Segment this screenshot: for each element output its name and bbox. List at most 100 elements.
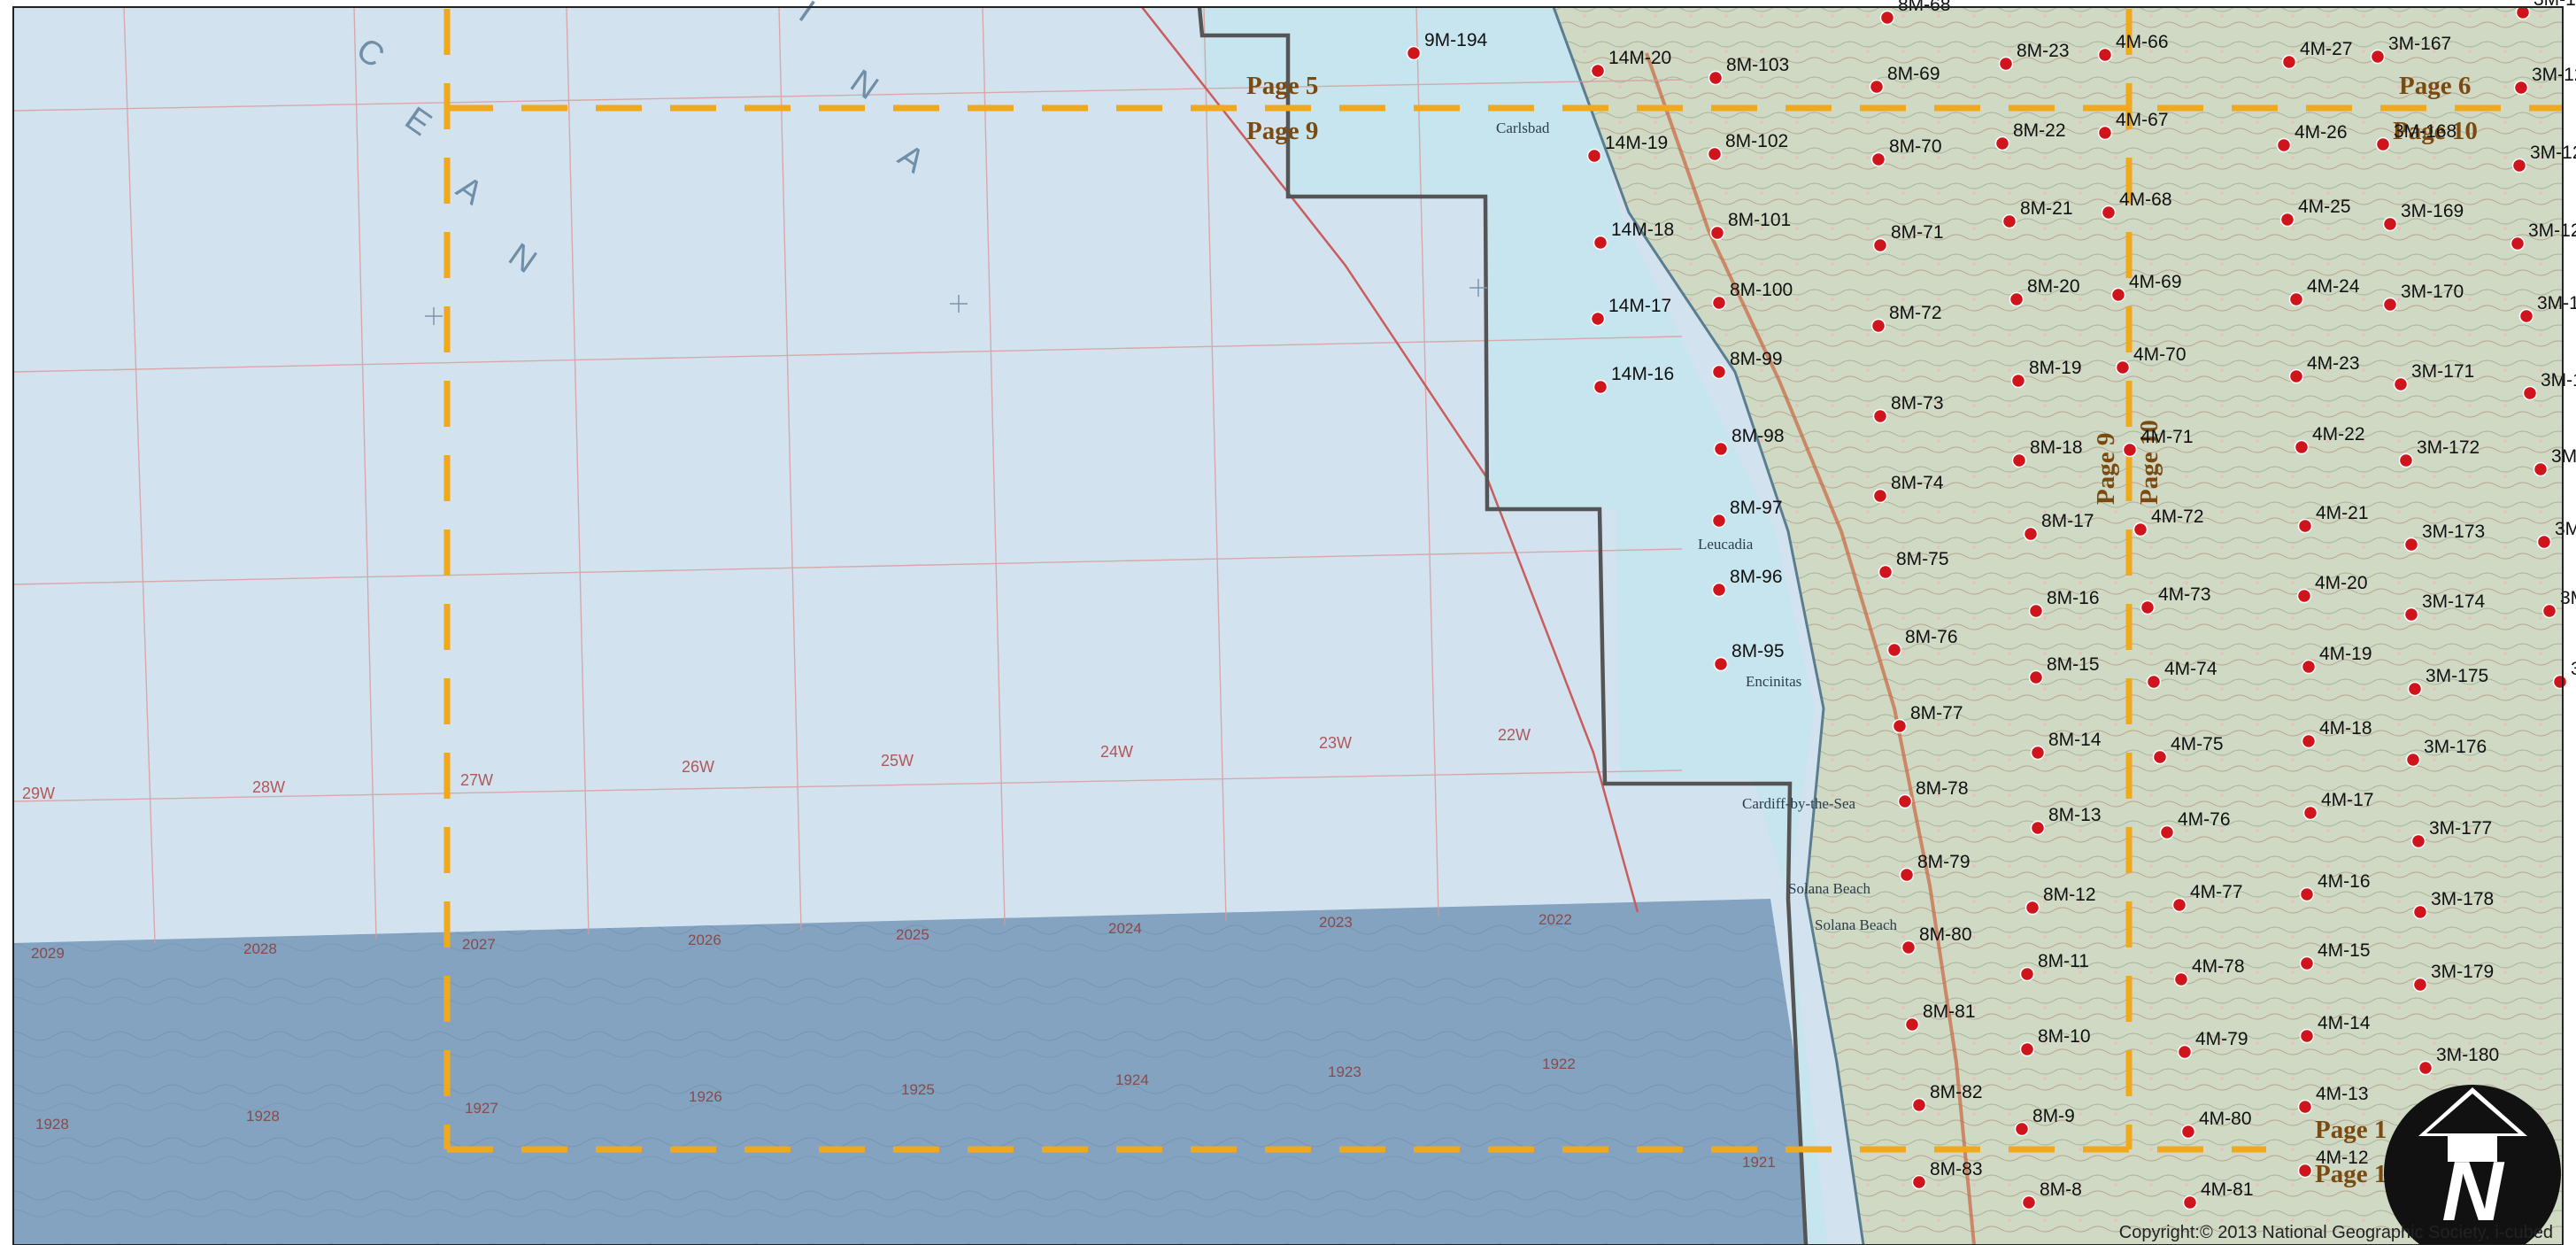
survey-point-marker[interactable]	[2030, 745, 2046, 761]
survey-point-marker[interactable]	[2010, 373, 2026, 389]
survey-point-marker[interactable]	[2028, 669, 2044, 685]
survey-point-marker[interactable]	[2122, 442, 2138, 458]
survey-point-marker[interactable]	[2297, 518, 2313, 534]
survey-point-marker[interactable]	[1711, 513, 1727, 529]
survey-point-marker[interactable]	[1870, 318, 1886, 334]
survey-point-marker[interactable]	[2552, 674, 2568, 690]
survey-point-marker[interactable]	[1870, 151, 1886, 167]
survey-point-marker[interactable]	[1892, 718, 1908, 734]
survey-point-marker[interactable]	[1897, 793, 1913, 809]
survey-point-marker[interactable]	[2019, 1041, 2035, 1057]
survey-point-marker[interactable]	[1711, 582, 1727, 598]
survey-point-marker[interactable]	[1872, 488, 1888, 504]
survey-point-marker[interactable]	[1886, 642, 1902, 658]
survey-point-marker[interactable]	[2518, 308, 2534, 324]
survey-point-marker[interactable]	[1901, 940, 1917, 955]
survey-point-marker[interactable]	[2115, 360, 2131, 375]
survey-point-marker[interactable]	[2146, 674, 2162, 690]
survey-point-marker[interactable]	[2382, 216, 2398, 232]
survey-point-marker[interactable]	[2030, 820, 2046, 836]
survey-point-marker[interactable]	[2375, 136, 2391, 152]
survey-point-marker[interactable]	[1994, 135, 2010, 151]
survey-point-marker[interactable]	[2403, 537, 2419, 553]
survey-point-marker[interactable]	[2021, 1195, 2037, 1210]
survey-point-marker[interactable]	[2541, 603, 2557, 619]
survey-point-marker[interactable]	[2296, 588, 2312, 604]
survey-point-marker[interactable]	[1872, 237, 1888, 253]
survey-point-marker[interactable]	[2011, 452, 2027, 468]
survey-point-marker[interactable]	[1586, 148, 1602, 164]
survey-point-marker[interactable]	[2279, 212, 2295, 228]
survey-point-marker[interactable]	[2407, 681, 2423, 697]
survey-point-marker[interactable]	[2403, 607, 2419, 622]
survey-point-marker[interactable]	[2299, 1028, 2315, 1044]
survey-point-marker[interactable]	[2511, 158, 2527, 174]
survey-point-marker[interactable]	[1593, 235, 1608, 251]
survey-point-marker[interactable]	[2412, 977, 2428, 993]
survey-point-marker[interactable]	[1707, 146, 1723, 162]
survey-point-marker[interactable]	[1878, 564, 1893, 580]
survey-point-marker[interactable]	[2536, 534, 2552, 550]
survey-point-marker[interactable]	[2533, 461, 2549, 477]
survey-point-marker[interactable]	[2515, 4, 2531, 20]
survey-point-marker[interactable]	[2412, 904, 2428, 920]
survey-point-marker[interactable]	[2097, 125, 2113, 141]
survey-point-marker[interactable]	[2110, 287, 2126, 303]
survey-point-marker[interactable]	[2171, 897, 2187, 913]
survey-point-marker[interactable]	[2382, 297, 2398, 313]
survey-point-marker[interactable]	[1904, 1017, 1920, 1032]
survey-point-marker[interactable]	[2159, 824, 2175, 840]
survey-point-marker[interactable]	[2023, 526, 2039, 542]
survey-point-marker[interactable]	[2101, 205, 2117, 220]
survey-point-marker[interactable]	[1711, 364, 1727, 380]
survey-point-marker[interactable]	[2299, 955, 2315, 971]
survey-point-marker[interactable]	[2180, 1124, 2196, 1140]
survey-point-marker[interactable]	[2281, 54, 2297, 70]
survey-point-marker[interactable]	[2301, 733, 2317, 749]
survey-point-marker[interactable]	[1590, 63, 1606, 79]
survey-point-marker[interactable]	[2294, 439, 2310, 455]
survey-point-marker[interactable]	[2133, 522, 2148, 537]
survey-point-marker[interactable]	[2182, 1195, 2198, 1210]
survey-point-marker[interactable]	[2177, 1044, 2193, 1060]
survey-point-marker[interactable]	[2299, 886, 2315, 902]
survey-point-marker[interactable]	[2410, 833, 2426, 849]
survey-point-marker[interactable]	[2025, 900, 2040, 916]
survey-point-marker[interactable]	[2288, 368, 2304, 384]
north-arrow[interactable]: N	[2384, 1085, 2561, 1245]
survey-point-marker[interactable]	[2001, 213, 2017, 229]
survey-point-marker[interactable]	[1879, 10, 1895, 26]
survey-point-marker[interactable]	[1911, 1097, 1927, 1113]
survey-point-marker[interactable]	[2014, 1121, 2030, 1137]
survey-point-marker[interactable]	[2510, 236, 2526, 251]
survey-point-marker[interactable]	[2288, 291, 2304, 307]
survey-point-marker[interactable]	[2301, 659, 2317, 675]
survey-point-marker[interactable]	[1593, 379, 1608, 395]
survey-point-marker[interactable]	[1713, 441, 1729, 457]
survey-point-marker[interactable]	[1911, 1174, 1927, 1190]
survey-point-marker[interactable]	[2398, 452, 2414, 468]
survey-point-marker[interactable]	[2276, 137, 2292, 153]
survey-point-marker[interactable]	[1406, 45, 1422, 61]
survey-point-marker[interactable]	[2028, 603, 2044, 619]
survey-point-marker[interactable]	[2418, 1060, 2433, 1076]
survey-point-marker[interactable]	[1713, 656, 1729, 672]
survey-point-marker[interactable]	[2009, 291, 2025, 307]
survey-point-marker[interactable]	[1872, 408, 1888, 424]
survey-point-marker[interactable]	[2393, 376, 2409, 392]
survey-point-marker[interactable]	[2370, 49, 2386, 65]
survey-point-marker[interactable]	[2513, 80, 2529, 96]
survey-point-marker[interactable]	[1869, 79, 1885, 95]
survey-point-marker[interactable]	[1709, 225, 1725, 241]
survey-point-marker[interactable]	[1590, 311, 1606, 327]
survey-point-marker[interactable]	[1899, 867, 1915, 883]
survey-point-marker[interactable]	[2152, 749, 2168, 765]
survey-point-marker[interactable]	[2097, 47, 2113, 63]
survey-point-marker[interactable]	[2173, 971, 2189, 987]
survey-point-marker[interactable]	[2522, 385, 2538, 401]
survey-point-marker[interactable]	[2405, 752, 2421, 768]
survey-point-marker[interactable]	[2302, 805, 2318, 821]
survey-point-marker[interactable]	[2019, 966, 2035, 982]
